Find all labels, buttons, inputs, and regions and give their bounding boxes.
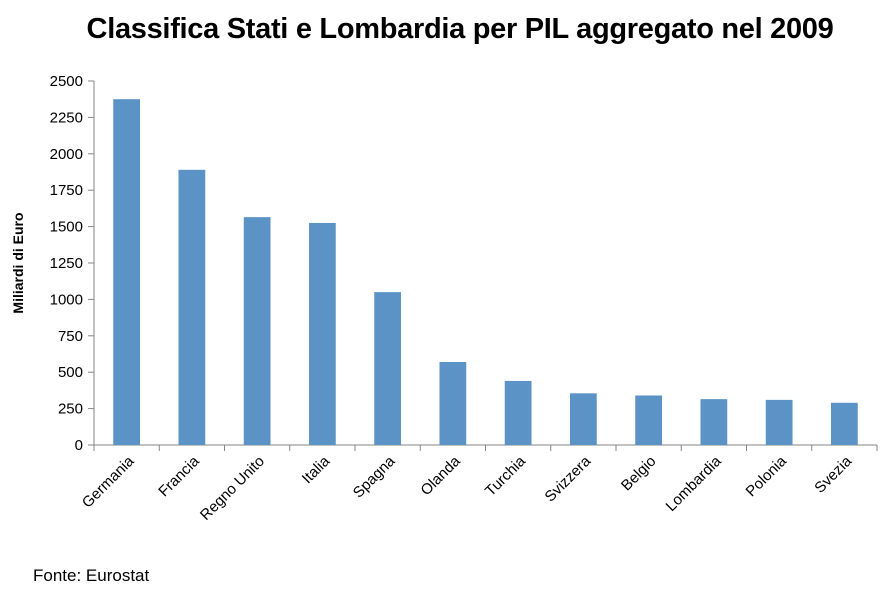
bar-svezia [830,402,858,445]
bar-lombardia [700,399,728,445]
bar-francia [178,169,206,446]
x-tick-label: Lombardia [663,452,726,515]
x-tick-label: Svizzera [542,452,595,505]
x-tick-label: Svezia [811,452,855,496]
bar-germania [113,99,141,445]
y-axis-label: Miliardi di Euro [10,212,26,313]
x-tick-label: Olanda [417,452,464,499]
bar-turchia [504,380,532,445]
x-tick-label: Francia [155,452,203,500]
bars [113,99,858,446]
bar-olanda [439,362,467,445]
chart-title: Classifica Stati e Lombardia per PIL agg… [86,13,834,45]
y-tick-label: 500 [58,364,83,381]
x-tick-label: Spagna [350,452,399,501]
y-tick-label: 1750 [50,182,83,199]
y-tick-label: 250 [58,401,83,418]
x-tick-label: Turchia [482,452,529,499]
bar-regno-unito [243,217,271,445]
bar-belgio [635,395,663,445]
y-tick-label: 1250 [50,255,83,272]
y-tick-label: 1500 [50,219,83,236]
bar-polonia [765,399,793,445]
source-note: Fonte: Eurostat [33,566,150,585]
bar-spagna [374,292,402,445]
x-tick-label: Polonia [743,452,791,500]
y-tick-label: 2250 [50,109,83,126]
bar-svizzera [569,393,597,445]
x-tick-label: Germania [79,452,138,511]
x-tick-label: Belgio [618,453,660,495]
x-tick-label: Regno Unito [197,453,268,524]
y-tick-label: 2500 [50,73,83,90]
y-tick-label: 0 [75,437,83,454]
y-tick-label: 750 [58,328,83,345]
bar-italia [308,222,336,445]
y-axis: 0 250 500 750 1000 1250 1500 1750 2000 2250 2500 [50,73,95,454]
y-tick-label: 1000 [50,291,83,308]
y-tick-label: 2000 [50,146,83,163]
x-tick-label: Italia [299,452,334,487]
